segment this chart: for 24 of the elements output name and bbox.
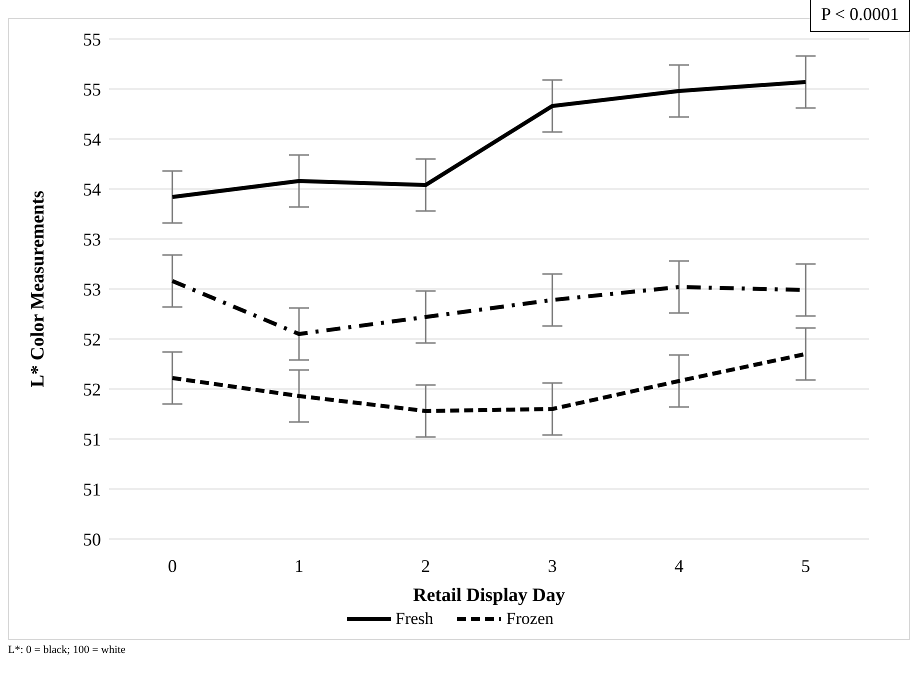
y-tick-label: 54 [83,179,101,200]
legend-label: Fresh [396,609,434,629]
x-tick-label: 5 [801,556,810,576]
y-tick-label: 52 [83,329,101,350]
y-tick-label: 55 [83,29,101,50]
y-tick-label: 52 [83,379,101,400]
y-tick-label: 51 [83,479,101,500]
y-tick-label: 51 [83,429,101,450]
x-axis-title: Retail Display Day [413,585,566,606]
y-axis-title: L* Color Measurements [28,190,49,388]
x-tick-label: 0 [168,556,177,576]
legend-label: Frozen [506,609,554,629]
text: P < 0.0001 [810,0,910,32]
y-tick-label: 54 [83,129,101,150]
text: L*: 0 = black; 100 = white [8,644,126,656]
x-tick-label: 1 [294,556,304,576]
y-tick-label: 55 [83,79,101,100]
y-tick-label: 53 [83,279,101,300]
y-tick-label: 53 [83,229,101,250]
y-tick-label: 50 [83,529,101,550]
line-series [170,80,808,199]
x-tick-label: 2 [421,556,430,576]
x-tick-label: 4 [674,556,684,576]
x-tick-label: 3 [548,556,557,576]
